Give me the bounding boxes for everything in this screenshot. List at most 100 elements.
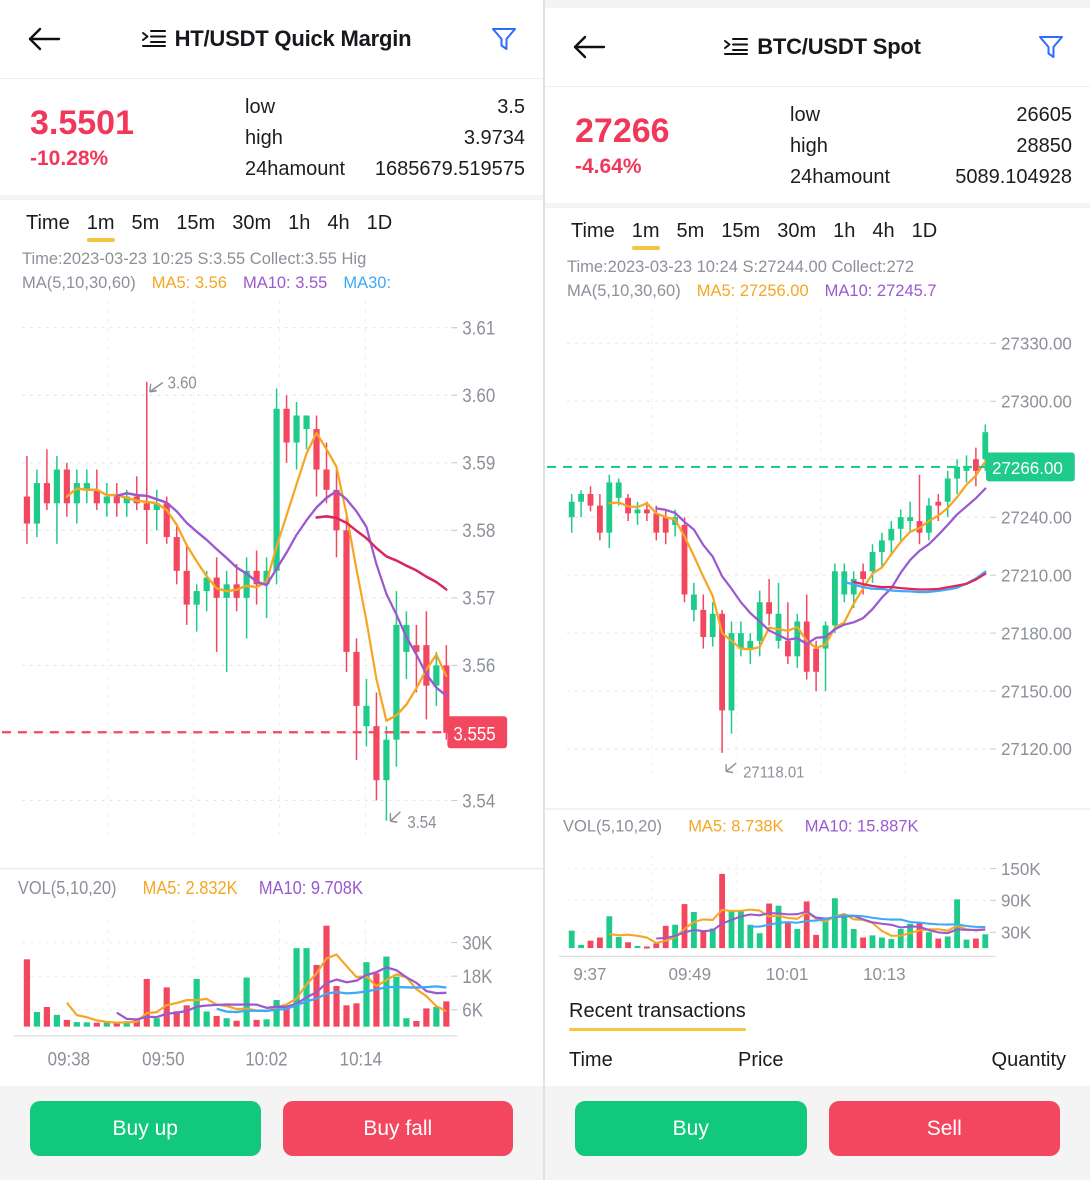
buy-button[interactable]: Buy <box>575 1101 807 1156</box>
tab-15m[interactable]: 15m <box>721 220 761 242</box>
volume-bar <box>831 898 838 948</box>
stat-label-24hamount: 24hamount <box>245 158 346 180</box>
candle-body <box>709 613 716 637</box>
volume-bar <box>756 933 763 948</box>
tab-30m[interactable]: 30m <box>232 212 272 234</box>
volume-bar <box>353 1003 360 1027</box>
candle-body <box>233 584 240 598</box>
candle-body <box>283 408 290 443</box>
candle-body <box>143 503 150 510</box>
stat-row: high 3.9734 <box>245 126 525 150</box>
price-axis-tick: 3.58 <box>462 519 495 541</box>
volume-bar <box>568 930 575 948</box>
current-price-badge-label: 3.555 <box>453 722 495 744</box>
candle-body <box>103 496 110 504</box>
candle-body <box>766 602 773 614</box>
tab-1m[interactable]: 1m <box>86 212 115 244</box>
appbar-title-group[interactable]: BTC/USDT Spot <box>611 34 1034 60</box>
candle-body <box>163 503 170 537</box>
tab-4h[interactable]: 4h <box>327 212 350 234</box>
stats-block: low 3.5 high 3.9734 24hamount 1685679.51… <box>245 93 525 181</box>
ma-readout-left: MA(5,10,30,60) MA5: 3.56 MA10: 3.55 MA30: <box>0 272 543 296</box>
time-axis-tick: 9:37 <box>573 964 606 984</box>
candle-body <box>775 613 782 641</box>
ma10-value: MA10: 3.55 <box>242 273 328 292</box>
vol-ma5: MA5: 2.832K <box>143 877 238 898</box>
stat-value-high: 3.9734 <box>463 127 525 149</box>
vol-title: VOL(5,10,20) <box>18 877 117 898</box>
candle-body <box>83 482 90 490</box>
list-order-icon <box>141 30 166 47</box>
volume-bar <box>23 959 31 1027</box>
volume-bar <box>822 919 829 948</box>
timeframe-label: Time <box>571 220 615 242</box>
volume-bar <box>63 1019 70 1027</box>
tab-30m[interactable]: 30m <box>777 220 817 242</box>
volume-bar <box>263 1019 270 1027</box>
candle-body <box>63 469 70 504</box>
volume-bar <box>784 922 791 948</box>
candle-body <box>653 513 660 533</box>
tab-1D[interactable]: 1D <box>366 212 393 234</box>
filter-button[interactable] <box>1034 30 1068 64</box>
filter-icon <box>492 28 516 50</box>
volume-bar <box>153 1018 160 1027</box>
timeframe-label: Time <box>26 212 70 234</box>
ma5-value: MA5: 3.56 <box>151 273 227 292</box>
tab-5m[interactable]: 5m <box>676 220 705 242</box>
candle-body <box>634 509 641 514</box>
tab-recent-transactions[interactable]: Recent transactions <box>569 1000 746 1031</box>
volume-bar <box>596 937 603 948</box>
volume-bar <box>766 903 773 948</box>
plot-area-right[interactable]: 27330.0027300.0027270.0027240.0027210.00… <box>545 303 1090 984</box>
candle-body <box>363 705 370 727</box>
volume-bar <box>888 938 895 948</box>
candle-body <box>313 428 320 470</box>
candle-body <box>897 517 904 529</box>
buy-up-button[interactable]: Buy up <box>30 1101 261 1156</box>
tab-4h[interactable]: 4h <box>872 220 895 242</box>
recent-transactions-section: Recent transactions Time Price Quantity <box>545 984 1090 1086</box>
volume-bar <box>323 925 330 1027</box>
buy-fall-button[interactable]: Buy fall <box>282 1101 513 1156</box>
price-axis-tick: 3.56 <box>462 654 495 676</box>
ma-line-ma10 <box>115 489 448 697</box>
tab-1h[interactable]: 1h <box>288 212 311 234</box>
volume-bar <box>413 1020 420 1027</box>
candle-body <box>860 571 867 579</box>
volume-bar <box>982 934 989 948</box>
stat-value-high: 28850 <box>1016 135 1072 157</box>
tab-1D[interactable]: 1D <box>911 220 938 242</box>
volume-bar <box>123 1021 130 1027</box>
stat-value-low: 3.5 <box>497 96 525 118</box>
time-axis-tick: 10:13 <box>863 964 906 984</box>
sell-button[interactable]: Sell <box>828 1101 1060 1156</box>
volume-axis-tick: 90K <box>1001 890 1032 910</box>
appbar-title-group[interactable]: HT/USDT Quick Margin <box>66 26 487 52</box>
plot-area-left[interactable]: 3.613.603.593.583.573.563.553.543.5553.6… <box>0 295 543 1086</box>
candle-body <box>123 496 130 504</box>
volume-ma-line <box>750 914 986 928</box>
back-button[interactable] <box>567 25 611 69</box>
volume-bar <box>423 1008 430 1027</box>
tab-1m[interactable]: 1m <box>631 220 660 252</box>
back-button[interactable] <box>22 17 66 61</box>
tab-15m[interactable]: 15m <box>176 212 216 234</box>
list-order-icon <box>724 38 749 55</box>
volume-ma-line <box>609 908 986 944</box>
low-annotation: 27118.01 <box>743 764 804 781</box>
ma-line-ma5 <box>608 460 987 651</box>
candle-body <box>303 415 310 429</box>
volume-bar <box>73 1021 80 1027</box>
candle-body <box>728 632 735 711</box>
current-price-badge <box>447 716 508 749</box>
volume-bar <box>869 935 876 948</box>
price-axis-tick: 27210.00 <box>1001 565 1072 585</box>
volume-bar <box>775 905 782 948</box>
volume-bar <box>972 938 979 948</box>
tab-5m[interactable]: 5m <box>131 212 160 234</box>
filter-button[interactable] <box>487 22 521 56</box>
appbar-left: HT/USDT Quick Margin <box>0 0 543 78</box>
tab-1h[interactable]: 1h <box>833 220 856 242</box>
volume-axis-tick: 18K <box>462 965 492 987</box>
